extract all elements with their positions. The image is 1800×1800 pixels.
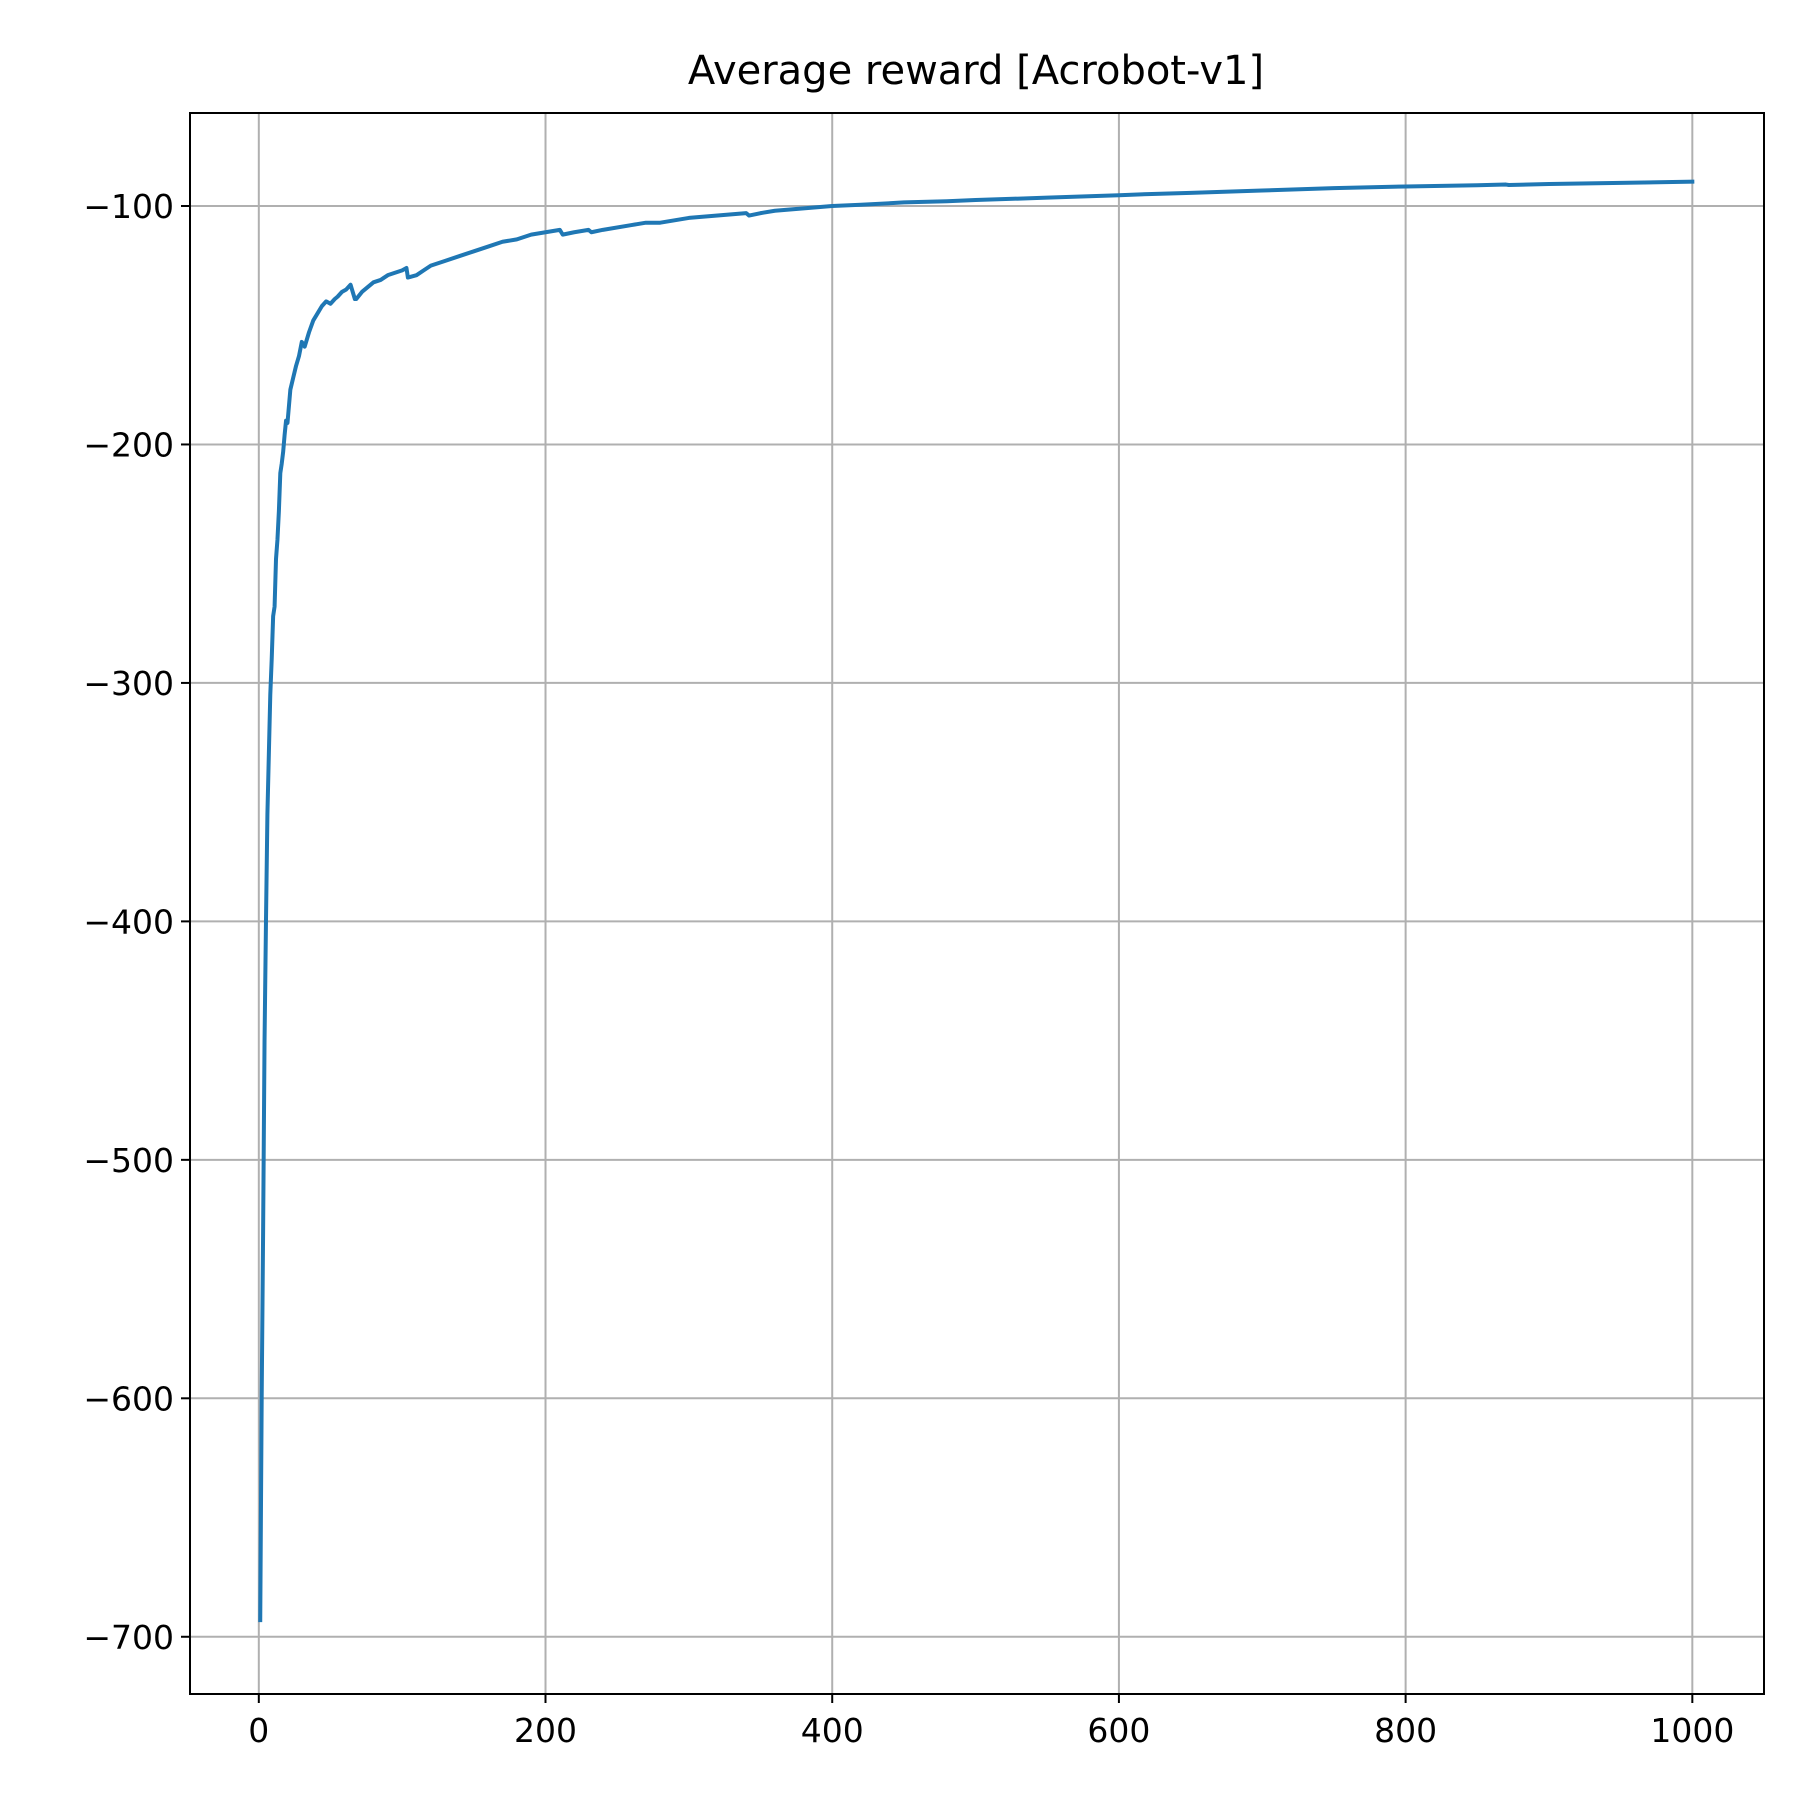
grid-lines [190, 113, 1764, 1694]
y-tick-label: −300 [83, 664, 174, 703]
y-tick-label: −500 [83, 1141, 174, 1180]
x-tick-label: 200 [514, 1711, 577, 1750]
x-tick-label: 1000 [1650, 1711, 1734, 1750]
y-tick-label: −400 [83, 902, 174, 941]
plot-frame [189, 112, 1765, 1695]
y-tick-label: −200 [83, 425, 174, 464]
x-tick-label: 800 [1374, 1711, 1437, 1750]
series-line [258, 179, 1695, 1623]
y-tick-label: −100 [83, 187, 174, 226]
x-tick-label: 400 [801, 1711, 864, 1750]
axis-ticks: 0 200 400 600 800 1000 −100 −200 −300 −400 −500 −60… [83, 187, 1734, 1750]
x-tick-label: 600 [1087, 1711, 1150, 1750]
y-tick-label: −700 [83, 1618, 174, 1657]
series-layer [258, 179, 1695, 1623]
chart-title: Average reward [Acrobot-v1] [688, 48, 1264, 94]
x-tick-label: 0 [248, 1711, 269, 1750]
y-tick-label: −600 [83, 1379, 174, 1418]
